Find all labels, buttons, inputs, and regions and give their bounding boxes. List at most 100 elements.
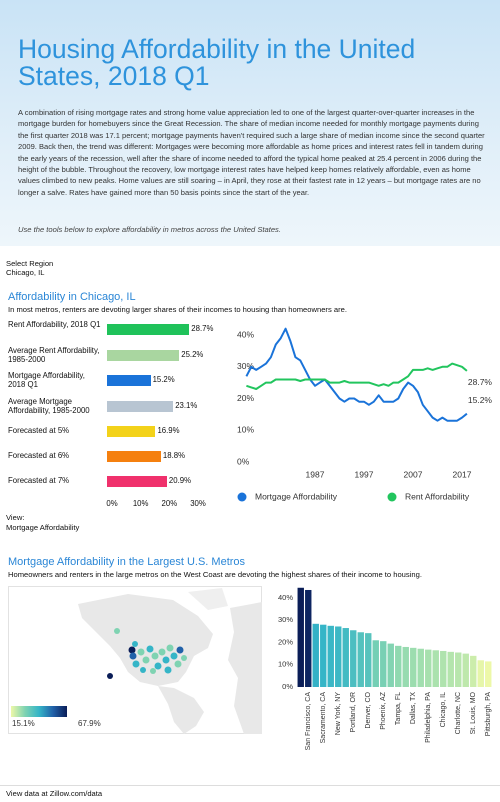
legend-label: 67.9% xyxy=(78,719,101,728)
bar xyxy=(312,623,319,687)
bar xyxy=(462,653,469,687)
legend-label: Rent Affordability xyxy=(405,491,470,501)
metro-dot xyxy=(151,652,159,660)
y-tick-label: 10% xyxy=(278,660,293,669)
map: 15.1% 67.9% xyxy=(8,586,262,734)
metro-dot xyxy=(176,646,184,654)
bar xyxy=(380,641,387,687)
x-tick-label: Sacramento, CA xyxy=(320,692,327,744)
value-label: 25.2% xyxy=(181,350,204,359)
metro-dot xyxy=(154,662,162,670)
metro-dot xyxy=(140,667,146,673)
y-tick-label: 30% xyxy=(278,615,293,624)
metro-dot xyxy=(137,648,145,656)
x-tick-label: Phoenix, AZ xyxy=(380,691,387,729)
view-select[interactable]: Mortgage Affordability xyxy=(6,523,80,532)
bar-label: Average Rent Affordability, 1985-2000 xyxy=(8,345,100,365)
value-label: 15.2% xyxy=(152,375,175,384)
legend-swatch xyxy=(387,492,397,502)
x-tick-label: Tampa, FL xyxy=(395,692,402,725)
bar xyxy=(447,651,454,687)
metro-dot xyxy=(128,646,136,654)
x-tick-label: Charlotte, NC xyxy=(455,692,462,734)
x-tick-label: Philadelphia, PA xyxy=(425,692,432,743)
legend-bar xyxy=(11,706,67,717)
x-tick-label: 0% xyxy=(106,499,118,508)
bar-label: Forecasted at 5% xyxy=(8,426,70,436)
bar xyxy=(327,625,334,687)
metro-dot xyxy=(132,641,138,647)
metro-dot xyxy=(174,660,182,668)
x-tick-label: 20% xyxy=(161,499,178,508)
section-title: Mortgage Affordability in the Largest U.… xyxy=(8,556,246,568)
page-title: Housing Affordability in the United Stat… xyxy=(18,34,416,91)
metro-dot xyxy=(158,648,166,656)
x-tick-label: St. Louis, MO xyxy=(470,691,477,734)
end-label: 15.2% xyxy=(468,395,493,405)
metro-dot xyxy=(170,652,178,660)
bar xyxy=(297,587,304,687)
y-tick-label: 0% xyxy=(237,456,250,466)
bar-label: Average Mortgage Affordability, 1985-200… xyxy=(8,396,90,416)
view-label: View: xyxy=(6,513,25,522)
bar xyxy=(425,649,432,687)
y-tick-label: 0% xyxy=(282,682,293,691)
bar xyxy=(107,349,180,361)
bar xyxy=(107,374,151,386)
bar xyxy=(107,475,167,487)
x-tick-label: Pittsburgh, PA xyxy=(485,692,492,737)
section-subtitle: Homeowners and renters in the large metr… xyxy=(8,570,422,579)
value-label: 23.1% xyxy=(175,401,198,410)
land xyxy=(158,686,204,734)
x-tick-label: 30% xyxy=(190,499,206,508)
bar xyxy=(365,633,372,687)
value-label: 18.8% xyxy=(162,451,185,460)
legend-label: 15.1% xyxy=(12,719,35,728)
y-tick-label: 30% xyxy=(237,361,254,371)
bar xyxy=(417,648,424,687)
metro-dot xyxy=(107,673,113,679)
bar xyxy=(410,647,417,687)
bar xyxy=(107,323,190,335)
x-tick-label: 2017 xyxy=(453,469,472,479)
y-tick-label: 10% xyxy=(237,425,254,435)
x-tick-label: New York, NY xyxy=(335,692,342,736)
bar xyxy=(335,626,342,687)
bar xyxy=(477,660,484,687)
bar-label: Rent Affordability, 2018 Q1 xyxy=(8,319,101,329)
bar xyxy=(455,652,462,687)
metro-dot xyxy=(132,660,140,668)
metro-dot xyxy=(166,644,174,652)
footer-link[interactable]: View data at Zillow.com/data xyxy=(6,789,103,798)
x-tick-label: Portland, OR xyxy=(350,692,357,732)
x-tick-label: 2007 xyxy=(404,469,423,479)
header-band xyxy=(0,0,500,246)
x-tick-label: Dallas, TX xyxy=(410,692,417,724)
bar-label: Forecasted at 7% xyxy=(8,476,70,486)
bar xyxy=(402,646,409,687)
divider xyxy=(0,785,500,786)
value-label: 28.7% xyxy=(191,324,214,333)
bar xyxy=(107,400,174,412)
metro-dot xyxy=(150,668,156,674)
metro-dot xyxy=(146,645,154,653)
end-label: 28.7% xyxy=(468,377,493,387)
land xyxy=(188,588,228,610)
line-chart: 0% 10% 20% 30% 40% 1987 1997 2007 2017 15.2% Mortg… xyxy=(237,327,493,502)
value-label: 16.9% xyxy=(157,426,180,435)
bar xyxy=(305,589,312,687)
land xyxy=(228,602,262,734)
y-tick-label: 40% xyxy=(278,593,293,602)
section-title: Affordability in Chicago, IL xyxy=(8,291,136,303)
metro-dot xyxy=(162,656,170,664)
bar-label: Mortgage Affordability, 2018 Q1 xyxy=(8,370,85,390)
bar xyxy=(357,632,364,687)
bar xyxy=(350,630,357,687)
metro-dot xyxy=(164,666,172,674)
metro-dot xyxy=(114,628,120,634)
bar xyxy=(342,628,349,687)
bar xyxy=(440,650,447,687)
region-select[interactable]: Chicago, IL xyxy=(6,268,45,277)
metro-dot xyxy=(181,655,187,661)
